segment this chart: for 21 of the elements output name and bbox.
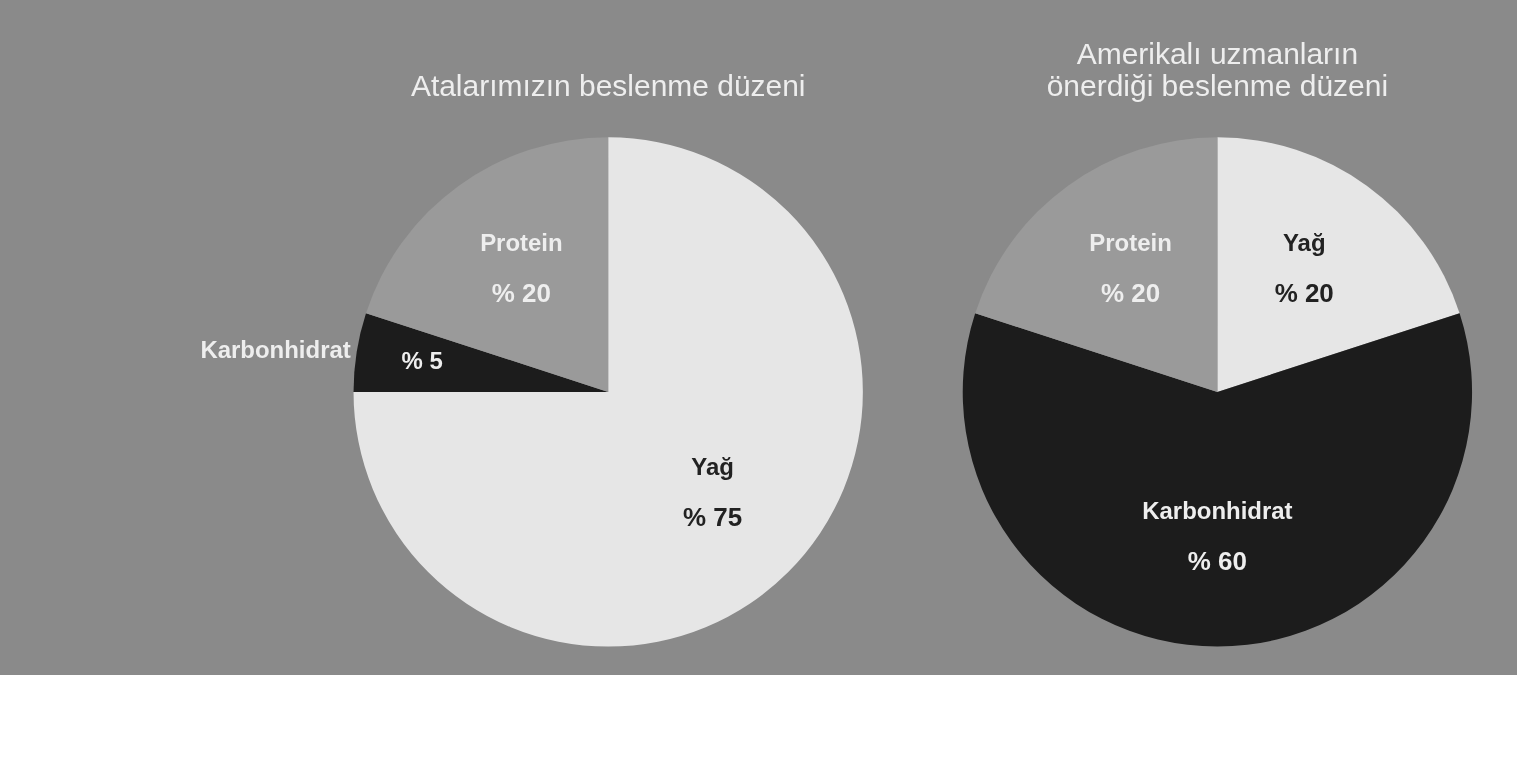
slice-label: Protein xyxy=(1089,229,1172,257)
slice-label: Protein xyxy=(480,229,563,257)
data-label: % 75 xyxy=(683,502,743,533)
text: Amerikalı uzmanların xyxy=(1076,37,1359,71)
pie-slice xyxy=(353,137,863,647)
slice-label: Karbonhidrat xyxy=(1142,496,1293,524)
pie-slice xyxy=(366,137,609,392)
slice-label: Karbonhidrat xyxy=(200,336,351,364)
pie-slice xyxy=(353,313,609,392)
text: önerdiği beslenme düzeni xyxy=(1046,69,1389,103)
pie-slice xyxy=(963,313,1472,647)
data-label: % 20 xyxy=(1274,278,1334,309)
data-label: % 20 xyxy=(1101,278,1161,309)
pie-slice xyxy=(975,137,1218,392)
data-label: % 5 xyxy=(401,347,443,375)
pie-slice xyxy=(1217,137,1460,392)
chart-title: Atalarımızın beslenme düzeni xyxy=(410,69,806,103)
data-label: % 60 xyxy=(1187,545,1247,576)
slice-label: Yağ xyxy=(691,453,734,481)
slice-label: Yağ xyxy=(1282,229,1326,257)
data-label: % 20 xyxy=(491,278,551,309)
